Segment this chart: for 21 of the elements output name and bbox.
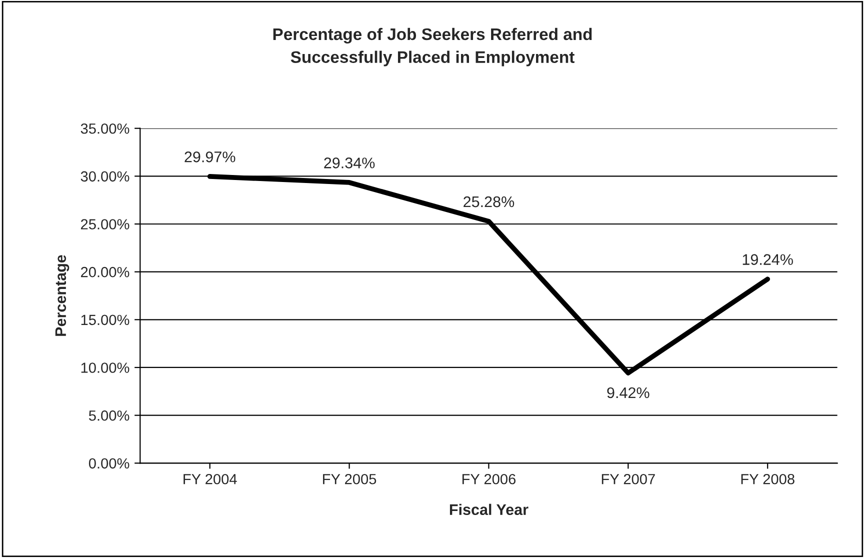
y-tick-label: 35.00% (80, 123, 130, 134)
x-axis-title: Fiscal Year (450, 504, 528, 516)
x-tick-label: FY 2007 (602, 474, 655, 484)
y-tick-label: 30.00% (80, 171, 130, 182)
x-tick-label: FY 2005 (323, 474, 376, 484)
y-tick-label: 25.00% (80, 219, 130, 230)
data-label: 9.42% (607, 387, 650, 398)
x-tick-label: FY 2006 (462, 474, 516, 484)
y-tick-label: 15.00% (81, 314, 130, 326)
data-label: 25.28% (464, 196, 514, 208)
data-label: 19.24% (742, 254, 793, 265)
x-tick-label: FY 2004 (184, 474, 237, 484)
y-tick-label: 0.00% (88, 458, 130, 469)
x-tick-label: FY 2008 (741, 474, 794, 484)
y-tick-label: 10.00% (81, 362, 130, 373)
y-tick-label: 20.00% (80, 266, 130, 278)
data-label: 29.34% (324, 158, 375, 168)
chart-title: Percentage of Job Seekers Referred and Successfully Placed in Employment (273, 28, 592, 66)
data-label: 29.97% (184, 152, 236, 162)
y-axis-title: Percentage (55, 255, 70, 336)
y-tick-label: 5.00% (88, 410, 130, 421)
